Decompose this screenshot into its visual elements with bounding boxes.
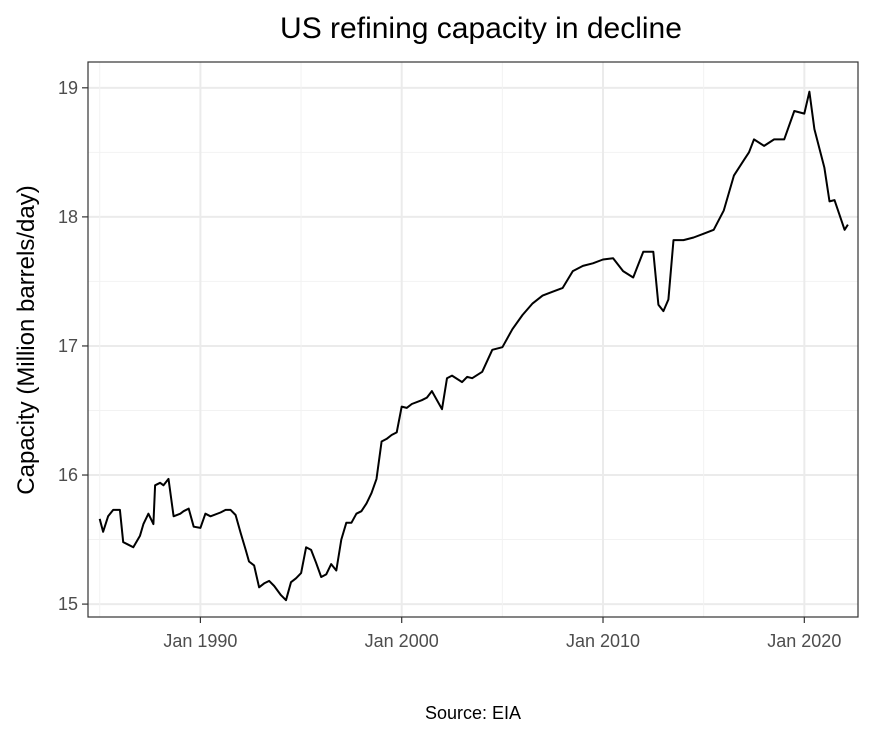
- y-axis-label: Capacity (Million barrels/day): [13, 185, 40, 494]
- plot-panel: [87, 61, 859, 618]
- plot-marks: [98, 90, 849, 602]
- y-tick-label: 18: [58, 207, 78, 227]
- gridlines: [88, 62, 858, 617]
- plot-background: [88, 62, 858, 617]
- x-tick-label: Jan 2010: [566, 631, 640, 651]
- x-tick-label: Jan 2000: [365, 631, 439, 651]
- series-line: [98, 90, 849, 602]
- source-caption: Source: EIA: [425, 703, 521, 723]
- x-tick-label: Jan 2020: [767, 631, 841, 651]
- y-tick-label: 16: [58, 465, 78, 485]
- x-tick-label: Jan 1990: [163, 631, 237, 651]
- y-tick-label: 19: [58, 78, 78, 98]
- y-tick-label: 17: [58, 336, 78, 356]
- chart-title: US refining capacity in decline: [280, 12, 682, 45]
- axes: 15 16 17 18 19 Jan 1990 Jan 2000 Jan 2010 Jan 20…: [58, 78, 841, 651]
- y-tick-label: 15: [58, 594, 78, 614]
